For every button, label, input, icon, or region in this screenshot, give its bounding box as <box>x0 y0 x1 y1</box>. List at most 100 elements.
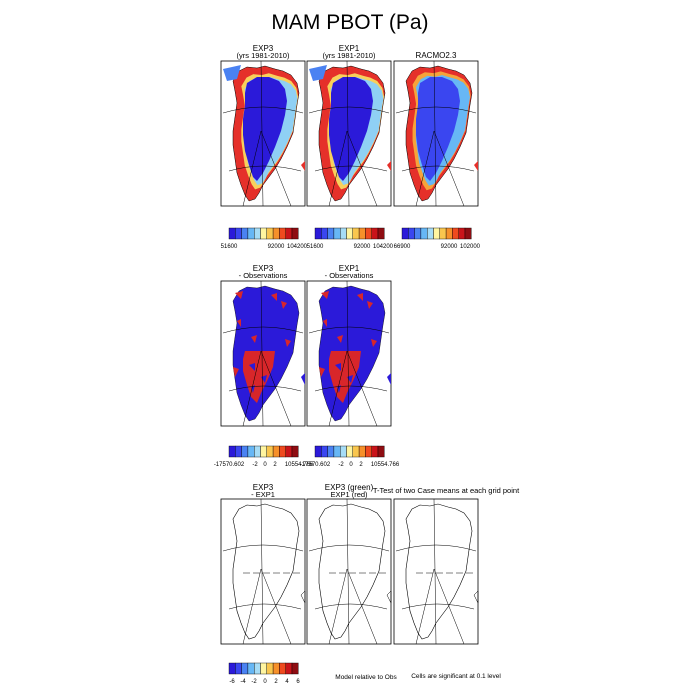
cbar6-label-m4: -4 <box>240 679 246 685</box>
colorbar-swatch <box>327 445 335 458</box>
cbar5-label-neg: -2 <box>338 462 344 468</box>
colorbar-swatch <box>228 227 236 240</box>
colorbar-swatch <box>458 227 466 240</box>
colorbar-swatch <box>235 662 242 675</box>
colorbar-swatch <box>377 227 385 240</box>
colorbar-swatch <box>228 662 236 675</box>
row1-colorbar-2: 51600 92000 104200 <box>307 227 394 250</box>
colorbar-swatch <box>266 662 274 675</box>
colorbar-swatch <box>365 227 372 240</box>
colorbar-swatch <box>327 227 335 240</box>
panel3-title-line1: RACMO2.3 <box>416 51 457 60</box>
colorbar-swatch <box>254 445 261 458</box>
colorbar-swatch <box>235 445 242 458</box>
colorbar-swatch <box>377 445 385 458</box>
colorbar-swatch <box>358 445 366 458</box>
panel6-title-line2: - EXP1 <box>251 490 275 499</box>
panel-exp1-minus-obs: EXP1 - Observations <box>306 264 392 427</box>
colorbar-swatch <box>254 662 261 675</box>
colorbar-swatches <box>228 445 299 458</box>
colorbar-swatch <box>433 227 441 240</box>
colorbar-swatch <box>427 227 434 240</box>
colorbar-swatch <box>260 227 268 240</box>
colorbar-swatch <box>314 227 322 240</box>
ttest-title: T-Test of two Case means at each grid po… <box>373 486 520 495</box>
cbar1-label-max: 104200 <box>287 244 308 250</box>
colorbar-swatch <box>291 227 299 240</box>
panel-racmo: RACMO2.3 <box>393 51 479 207</box>
cbar6-label-p6: 6 <box>296 679 300 685</box>
panel7-title-line1: EXP3 (green) <box>325 483 374 492</box>
colorbar-swatch <box>352 445 360 458</box>
cbar1-label-mid: 92000 <box>268 244 285 250</box>
cbar3-label-mid: 92000 <box>441 244 458 250</box>
panel5-title-line2: - Observations <box>325 271 374 280</box>
colorbar-swatch <box>340 227 347 240</box>
colorbar-swatch <box>346 227 354 240</box>
colorbar-swatch <box>291 662 299 675</box>
colorbar-swatches <box>401 227 472 240</box>
row1-panels: EXP3 (yrs 1981-2010) EXP1 (yrs 1981-2010… <box>220 44 479 207</box>
colorbar-swatches <box>314 445 385 458</box>
colorbar-swatch <box>358 227 366 240</box>
cbar6-label-0: 0 <box>263 679 267 685</box>
row2-colorbar-2: -17570.602 -2 0 2 10554.766 <box>300 445 400 468</box>
panel-exp3-climatology: EXP3 (yrs 1981-2010) <box>220 44 306 207</box>
cbar6-label-p4: 4 <box>285 679 289 685</box>
colorbar-swatch <box>254 227 261 240</box>
cbar3-label-max: 102000 <box>460 244 481 250</box>
panel2-title-line1: EXP1 <box>339 44 360 53</box>
colorbar-swatch <box>340 445 347 458</box>
row2-panels: EXP3 - Observations EXP1 - Observations <box>220 264 392 427</box>
colorbar-swatch <box>260 445 268 458</box>
colorbar-swatches <box>228 227 299 240</box>
colorbar-swatch <box>272 445 280 458</box>
panel-exp3-minus-obs: EXP3 - Observations <box>220 264 306 427</box>
colorbar-swatch <box>314 445 322 458</box>
colorbar-swatch <box>266 227 274 240</box>
panel-ttest <box>393 498 479 645</box>
panel-exp3-minus-exp1: EXP3 - EXP1 <box>220 483 306 645</box>
colorbar-swatches <box>228 662 299 675</box>
colorbar-swatch <box>365 445 372 458</box>
note-cells-significant: Cells are significant at 0.1 level <box>411 673 501 680</box>
colorbar-swatch <box>452 227 459 240</box>
colorbar-swatch <box>346 445 354 458</box>
colorbar-swatch <box>291 445 299 458</box>
cbar6-label-p2: 2 <box>274 679 278 685</box>
cbar6-label-m2: -2 <box>251 679 257 685</box>
colorbar-swatch <box>241 662 249 675</box>
row2-colorbar-1: -17570.602 -2 0 2 10554.766 <box>214 445 314 468</box>
colorbar-swatch <box>414 227 422 240</box>
colorbar-swatch <box>439 227 447 240</box>
colorbar-swatch <box>241 445 249 458</box>
row3-panels: EXP3 - EXP1 EXP3 (green) EXP1 (red) T-Te… <box>220 483 520 645</box>
row1-colorbar-3: 66900 92000 102000 <box>394 227 481 250</box>
colorbar-swatch <box>247 445 255 458</box>
colorbar-swatch <box>266 445 274 458</box>
colorbar-swatch <box>285 662 293 675</box>
colorbar-swatch <box>371 227 379 240</box>
cbar5-label-pos: 2 <box>359 462 363 468</box>
colorbar-swatch <box>272 227 280 240</box>
cbar2-label-max: 104200 <box>373 244 394 250</box>
colorbar-swatch <box>401 227 409 240</box>
panel1-title-line2: (yrs 1981-2010) <box>237 51 290 60</box>
colorbar-swatch <box>235 227 242 240</box>
row3-colorbar: -6 -4 -2 0 2 4 6 <box>228 662 300 685</box>
cbar4-label-max: 10554.766 <box>285 462 314 468</box>
colorbar-swatch <box>333 227 341 240</box>
colorbar-swatch <box>321 445 328 458</box>
colorbar-swatch <box>285 227 293 240</box>
colorbar-swatch <box>420 227 428 240</box>
colorbar-swatch <box>445 227 453 240</box>
colorbar-swatch <box>371 445 379 458</box>
colorbar-swatch <box>247 662 255 675</box>
colorbar-swatches <box>314 227 385 240</box>
figure-title: MAM PBOT (Pa) <box>271 11 428 34</box>
colorbar-swatch <box>279 662 286 675</box>
cbar2-label-min: 51600 <box>307 244 324 250</box>
panel5-title-line1: EXP1 <box>339 264 360 273</box>
panel7-title-line2: EXP1 (red) <box>330 490 368 499</box>
colorbar-swatch <box>352 227 360 240</box>
